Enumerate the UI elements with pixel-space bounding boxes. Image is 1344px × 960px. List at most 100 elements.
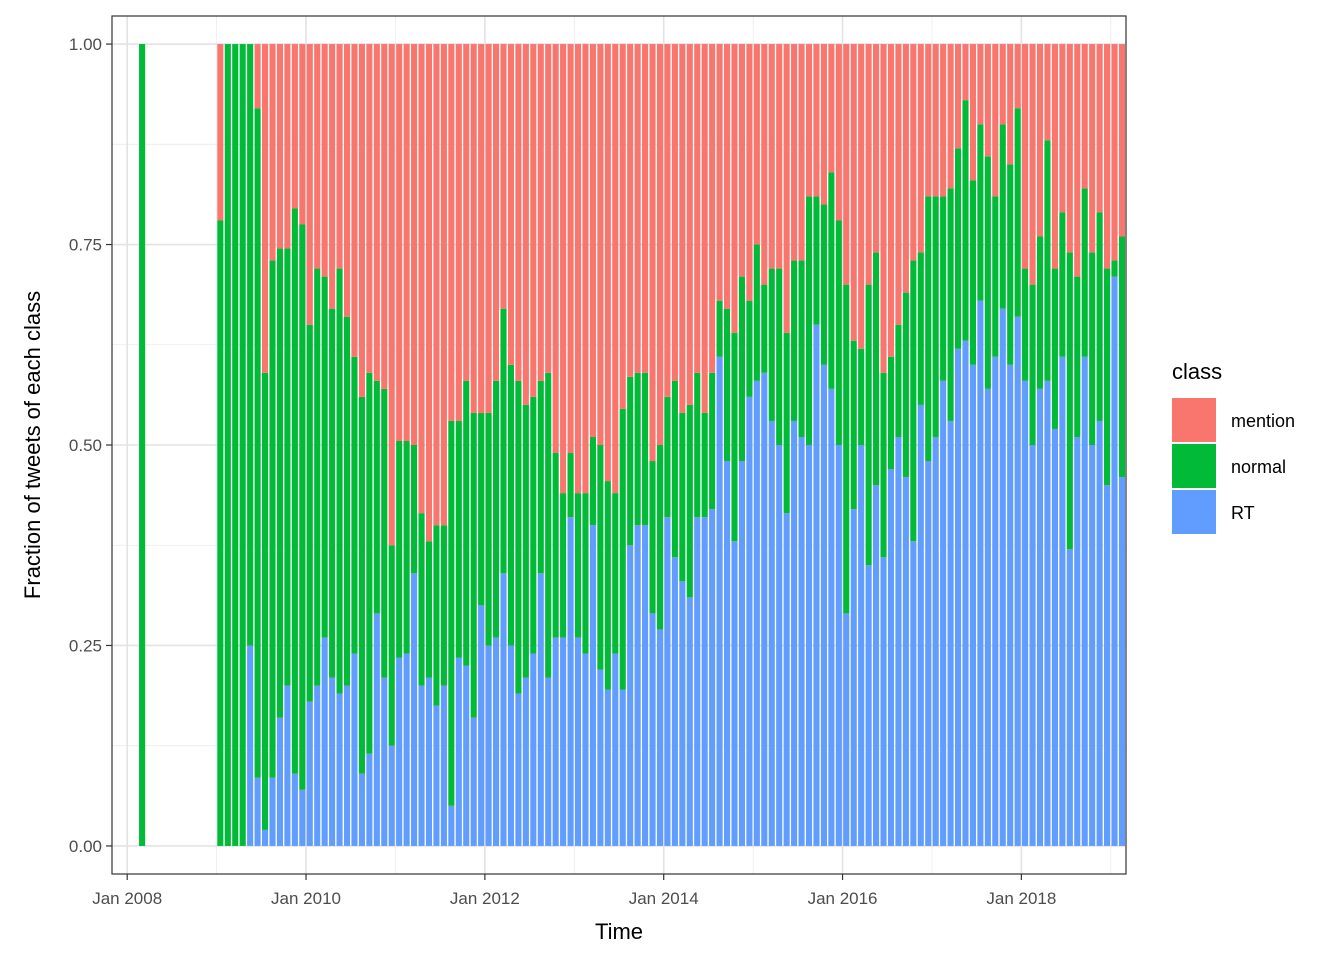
- bar-segment-normal: [448, 420, 455, 806]
- bar-segment-rt: [247, 645, 254, 846]
- bar-segment-rt: [321, 637, 328, 846]
- bar-segment-rt: [761, 372, 768, 846]
- bar-segment-rt: [731, 541, 738, 846]
- bar-segment-normal: [224, 44, 231, 846]
- bar-segment-normal: [418, 513, 425, 686]
- bar-segment-normal: [910, 260, 917, 542]
- bar-segment-mention: [947, 44, 954, 189]
- bar-segment-rt: [485, 645, 492, 846]
- bar-segment-mention: [664, 44, 671, 397]
- bar-segment-rt: [433, 705, 440, 846]
- bar-segment-mention: [679, 44, 686, 413]
- y-tick-label: 0.50: [69, 436, 102, 455]
- bar-segment-mention: [358, 44, 365, 397]
- bar-segment-normal: [1089, 252, 1096, 445]
- bar-segment-rt: [910, 541, 917, 846]
- bar-segment-normal: [977, 124, 984, 301]
- bar-segment-rt: [865, 565, 872, 846]
- bar-segment-rt: [835, 445, 842, 846]
- bar-segment-rt: [671, 557, 678, 846]
- bar-segment-rt: [679, 581, 686, 846]
- bar-segment-rt: [1029, 445, 1036, 846]
- bar-segment-rt: [299, 789, 306, 846]
- bar-segment-mention: [880, 44, 887, 373]
- bar-segment-normal: [455, 420, 462, 658]
- legend-swatch-normal: [1172, 444, 1216, 488]
- bar-segment-rt: [381, 677, 388, 846]
- bar-segment-normal: [351, 356, 358, 654]
- bar-segment-mention: [850, 44, 857, 341]
- bar-segment-normal: [679, 412, 686, 582]
- bar-segment-rt: [843, 613, 850, 846]
- bar-segment-rt: [411, 573, 418, 846]
- bar-segment-rt: [738, 461, 746, 846]
- bar-segment-rt: [1089, 445, 1096, 846]
- bar-segment-mention: [299, 44, 306, 225]
- bar-segment-normal: [798, 260, 805, 437]
- bar-segment-rt: [619, 689, 626, 846]
- bar-segment-mention: [642, 44, 649, 373]
- bar-segment-mention: [798, 44, 805, 261]
- bar-segment-mention: [1007, 44, 1014, 165]
- bar-segment-rt: [925, 461, 932, 846]
- bar-segment-normal: [1036, 236, 1044, 389]
- bar-segment-mention: [791, 44, 798, 261]
- bar-segment-rt: [1014, 316, 1021, 846]
- x-tick-label: Jan 2014: [629, 889, 699, 908]
- bar-segment-normal: [440, 525, 447, 686]
- bar-segment-rt: [768, 420, 775, 846]
- bar-segment-mention: [820, 44, 827, 205]
- bar-segment-normal: [694, 372, 701, 518]
- bars-layer: [139, 44, 1126, 846]
- bar-segment-mention: [545, 44, 552, 373]
- bar-segment-rt: [686, 597, 693, 846]
- bar-segment-normal: [716, 300, 723, 357]
- bar-segment-mention: [321, 44, 328, 277]
- bar-segment-rt: [858, 445, 865, 846]
- bar-segment-rt: [1051, 428, 1058, 846]
- bar-segment-mention: [381, 44, 388, 389]
- bar-segment-mention: [306, 44, 313, 325]
- bar-segment-mention: [343, 44, 351, 317]
- bar-segment-rt: [634, 525, 641, 846]
- bar-segment-rt: [709, 509, 716, 846]
- bar-segment-normal: [917, 252, 924, 405]
- bar-segment-rt: [522, 677, 529, 846]
- bar-segment-mention: [388, 44, 395, 546]
- y-tick-label: 0.00: [69, 837, 102, 856]
- bar-segment-normal: [731, 332, 738, 542]
- bar-segment-mention: [440, 44, 447, 526]
- bar-segment-mention: [314, 44, 321, 269]
- bar-segment-rt: [1096, 420, 1103, 846]
- legend-label-mention: mention: [1231, 411, 1295, 431]
- bar-segment-rt: [701, 517, 708, 846]
- x-tick-label: Jan 2016: [808, 889, 878, 908]
- bar-segment-mention: [1118, 44, 1126, 237]
- y-tick-label: 0.75: [69, 236, 102, 255]
- bar-segment-mention: [656, 44, 664, 445]
- bar-segment-normal: [530, 396, 537, 654]
- bar-segment-normal: [820, 204, 827, 365]
- bar-segment-rt: [917, 404, 924, 846]
- bar-segment-normal: [1029, 284, 1036, 445]
- bar-segment-rt: [261, 829, 269, 846]
- bar-segment-normal: [597, 445, 604, 670]
- bar-segment-mention: [582, 44, 589, 494]
- bar-segment-mention: [373, 44, 380, 381]
- bar-segment-mention: [612, 44, 619, 494]
- bar-segment-mention: [336, 44, 343, 269]
- bar-segment-normal: [887, 356, 895, 470]
- bar-segment-mention: [1081, 44, 1088, 189]
- bar-segment-normal: [388, 545, 395, 746]
- bar-segment-rt: [1059, 356, 1066, 846]
- bar-segment-rt: [1111, 276, 1118, 846]
- bar-segment-mention: [902, 44, 909, 293]
- bar-segment-rt: [791, 420, 798, 846]
- bar-segment-mention: [1036, 44, 1044, 237]
- bar-segment-rt: [448, 805, 455, 846]
- bar-segment-rt: [552, 637, 559, 846]
- bar-segment-normal: [992, 196, 999, 357]
- bar-segment-normal: [560, 493, 567, 638]
- bar-segment-mention: [992, 44, 999, 197]
- bar-segment-mention: [917, 44, 924, 253]
